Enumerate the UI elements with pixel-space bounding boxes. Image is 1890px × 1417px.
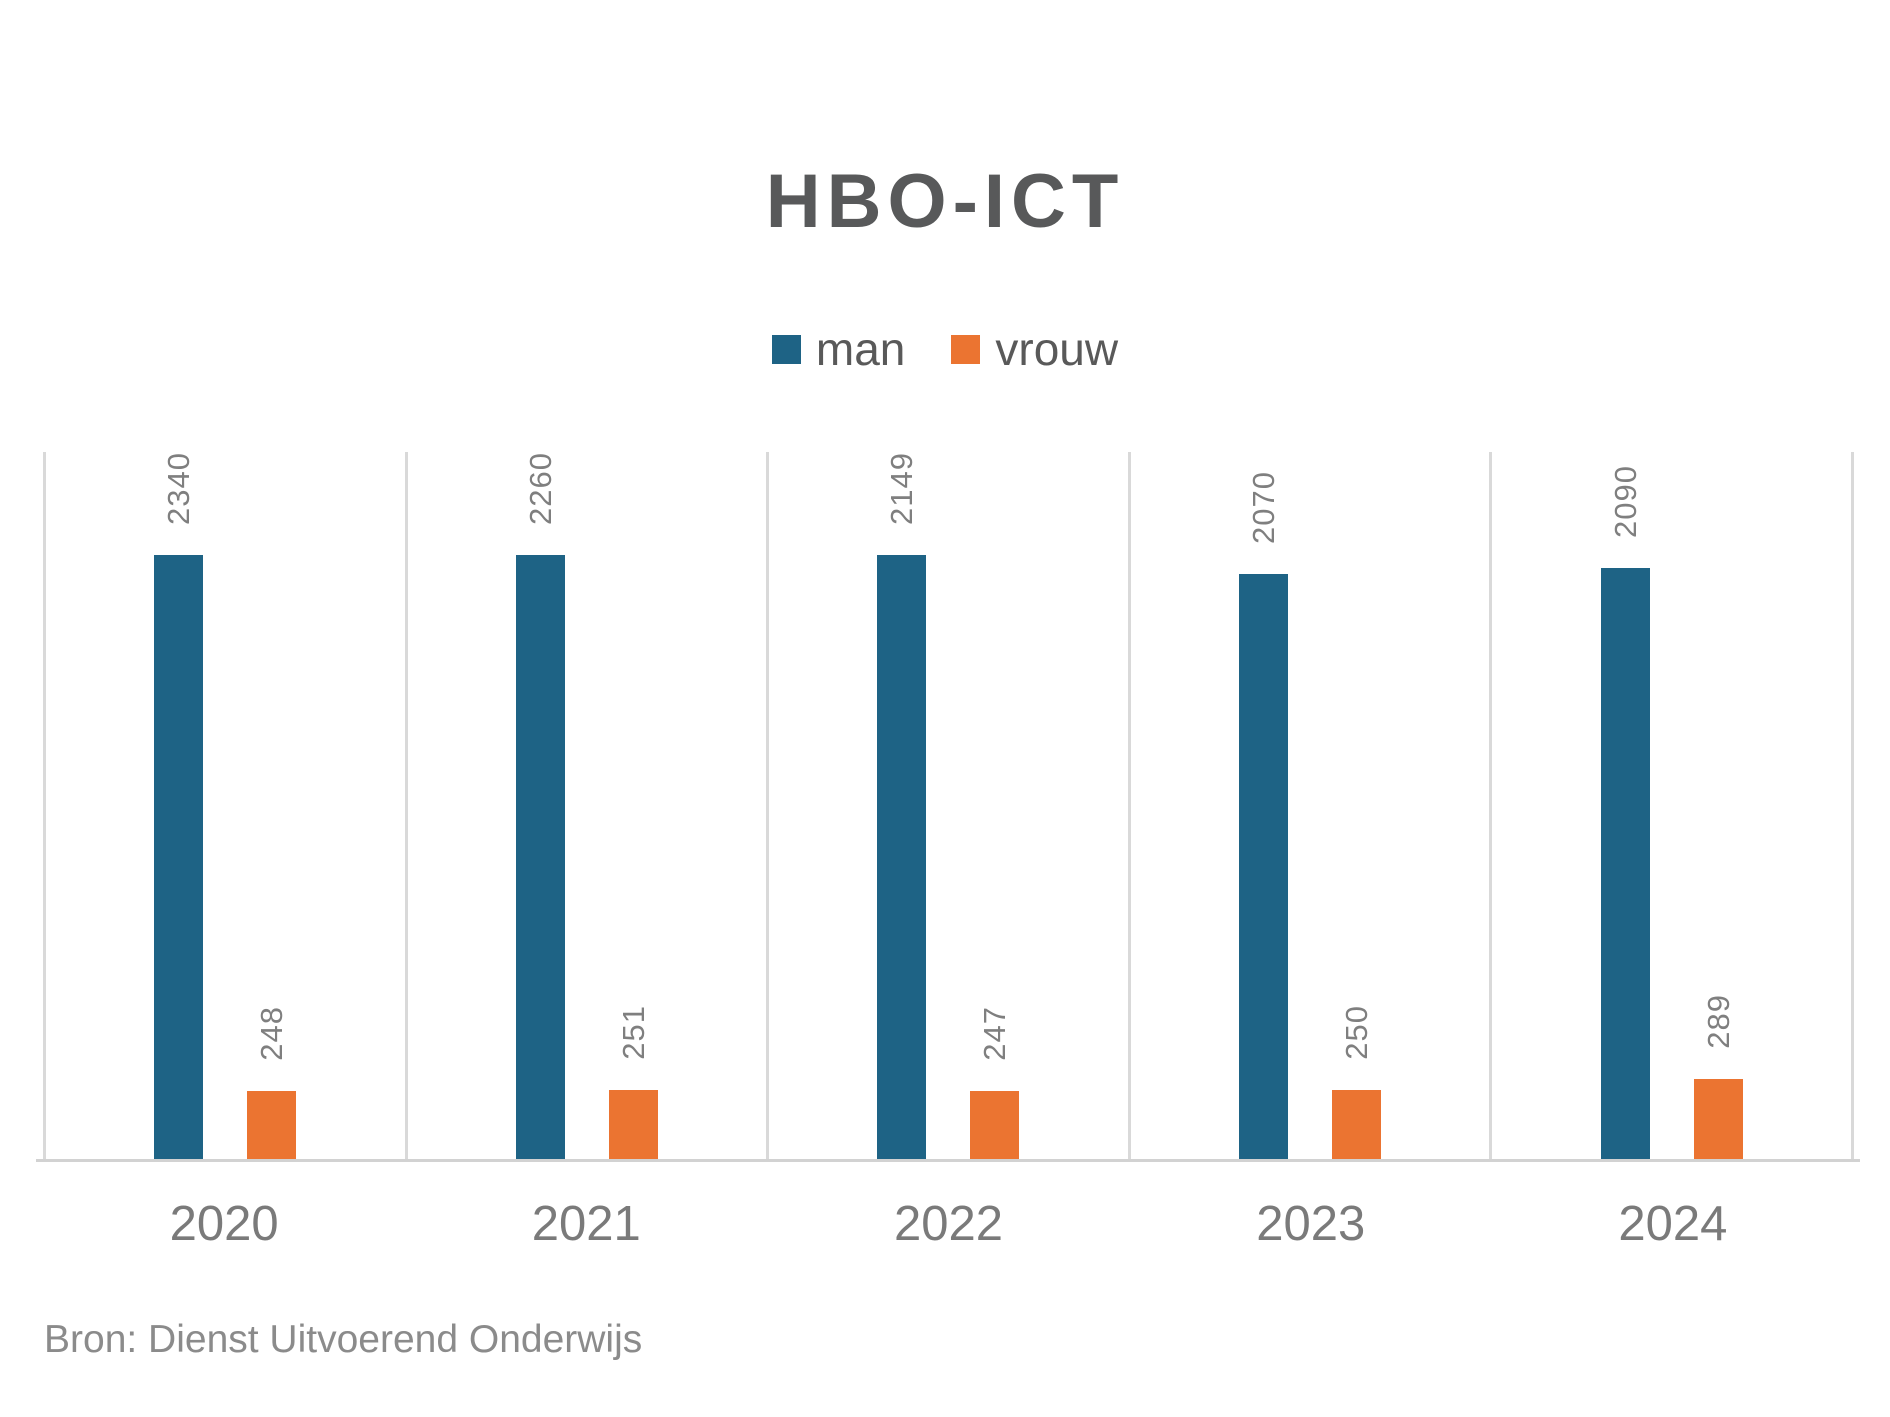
vrouw-bar-value-label: 250	[1339, 1005, 1375, 1060]
man-bar	[515, 554, 565, 1161]
legend-item-vrouw: vrouw	[951, 326, 1118, 372]
x-tick-label-2021: 2021	[531, 1197, 641, 1251]
man-bar-value-label: 2340	[161, 452, 197, 525]
man-bar-column: 2090	[1600, 452, 1650, 1161]
vrouw-bar	[1693, 1079, 1743, 1161]
man-bar-value-label: 2149	[884, 452, 920, 525]
vrouw-bar	[970, 1091, 1020, 1161]
man-bar	[1600, 568, 1650, 1161]
man-bar	[877, 554, 927, 1161]
legend-label-vrouw: vrouw	[995, 323, 1119, 375]
vrouw-bar-value-label: 289	[1700, 994, 1736, 1049]
man-bar-value-label: 2070	[1246, 471, 1282, 544]
vrouw-bar-value-label: 247	[977, 1006, 1013, 1061]
year-panel-2020: 2340 248	[43, 452, 405, 1161]
vrouw-bar	[1332, 1090, 1382, 1161]
bar-pair: 2070 250	[1131, 452, 1490, 1161]
legend-item-man: man	[771, 323, 906, 375]
man-bar-column: 2149	[877, 452, 927, 1161]
man-bar	[154, 554, 204, 1161]
x-tick-label-2024: 2024	[1618, 1197, 1728, 1251]
x-axis-labels: 2020 2021 2022 2023 2024	[43, 1196, 1854, 1252]
year-panel-2022: 2149 247	[766, 452, 1128, 1161]
man-bar-column: 2260	[515, 452, 565, 1161]
legend: man vrouw	[0, 326, 1890, 372]
x-axis-line	[36, 1159, 1860, 1162]
man-color-swatch-icon	[771, 334, 801, 364]
year-panel-2021: 2260 251	[404, 452, 767, 1161]
man-bar	[1239, 574, 1289, 1161]
x-tick-label-2023: 2023	[1256, 1197, 1366, 1251]
vrouw-bar-value-label: 248	[254, 1006, 290, 1061]
vrouw-bar-value-label: 251	[615, 1005, 651, 1060]
man-bar-value-label: 2260	[522, 452, 558, 525]
man-bar-column: 2340	[154, 452, 204, 1161]
bar-pair: 2090 289	[1492, 452, 1851, 1161]
bar-pair: 2149 247	[769, 452, 1128, 1161]
vrouw-bar-column: 251	[608, 452, 658, 1161]
vrouw-bar	[608, 1090, 658, 1161]
vrouw-bar-column: 247	[970, 452, 1020, 1161]
legend-label-man: man	[815, 323, 906, 375]
man-bar-column: 2070	[1239, 452, 1289, 1161]
source-note: Bron: Dienst Uitvoerend Onderwijs	[44, 1318, 643, 1361]
vrouw-bar-column: 250	[1332, 452, 1382, 1161]
bar-pair: 2340 248	[46, 452, 405, 1161]
vrouw-color-swatch-icon	[951, 334, 981, 364]
x-tick-label-2022: 2022	[894, 1197, 1004, 1251]
plot-area: 2340 248 2260 251 2149 247 2070 250 2090 289	[43, 452, 1854, 1161]
chart-title: HBO-ICT	[765, 159, 1125, 244]
vrouw-bar	[247, 1091, 297, 1161]
man-bar-value-label: 2090	[1607, 465, 1643, 538]
year-panel-2024: 2090 289	[1489, 452, 1851, 1161]
vrouw-bar-column: 248	[247, 452, 297, 1161]
bar-pair: 2260 251	[408, 452, 767, 1161]
x-tick-label-2020: 2020	[169, 1197, 279, 1251]
vrouw-bar-column: 289	[1693, 452, 1743, 1161]
year-panel-2023: 2070 250	[1127, 452, 1490, 1161]
